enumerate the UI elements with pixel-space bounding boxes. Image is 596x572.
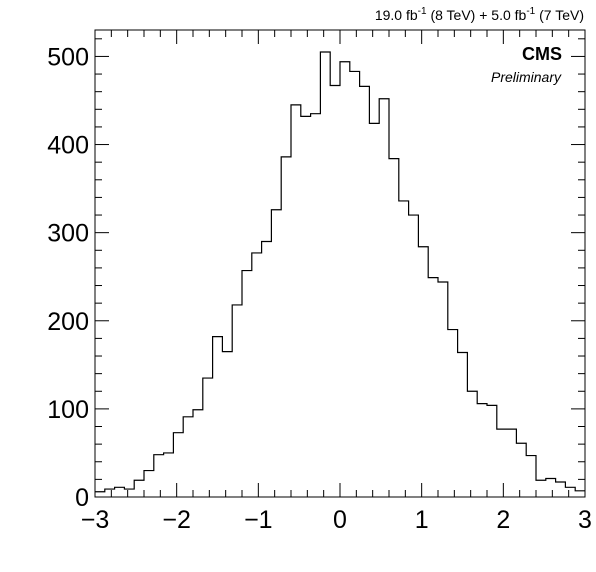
x-tick-label: 0 <box>333 506 347 534</box>
x-tick-label: 2 <box>496 506 510 534</box>
y-tick-label: 300 <box>47 220 89 248</box>
plot-frame <box>94 29 586 498</box>
y-tick-label: 0 <box>75 484 89 512</box>
x-tick-label: 3 <box>578 506 592 534</box>
x-tick-label: −3 <box>81 506 110 534</box>
y-tick-label: 400 <box>47 132 89 160</box>
luminosity-label: 19.0 fb-1 (8 TeV) + 5.0 fb-1 (7 TeV) <box>375 6 584 23</box>
y-tick-labels: 0 100 200 300 400 500 <box>47 43 89 512</box>
x-tick-label: −2 <box>162 506 191 534</box>
status-label: Preliminary <box>491 69 562 85</box>
histogram-bins <box>95 52 585 492</box>
axis-ticks <box>94 30 586 498</box>
x-tick-label: 1 <box>415 506 429 534</box>
x-tick-labels: −3 −2 −1 0 1 2 3 <box>81 506 592 534</box>
y-tick-label: 100 <box>47 396 89 424</box>
histogram-line <box>95 51 585 493</box>
experiment-label: CMS <box>522 44 562 64</box>
y-tick-label: 200 <box>47 308 89 336</box>
y-tick-label: 500 <box>47 43 89 71</box>
x-tick-label: −1 <box>244 506 273 534</box>
